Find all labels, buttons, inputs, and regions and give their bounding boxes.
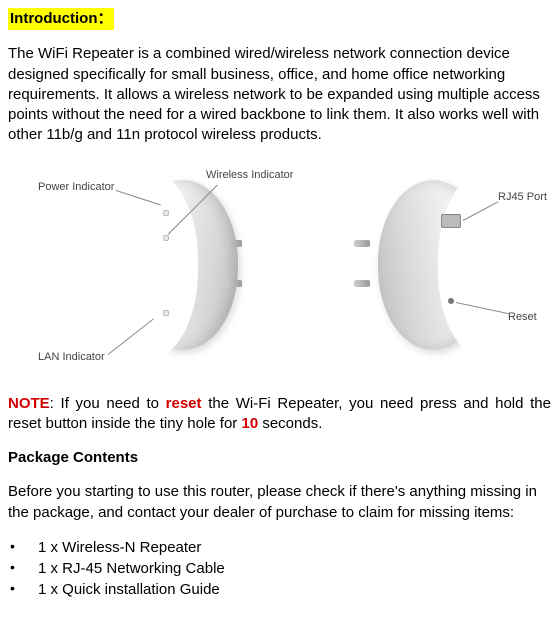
note-reset-word: reset <box>166 395 202 412</box>
device-body <box>378 180 488 350</box>
intro-paragraph: The WiFi Repeater is a combined wired/wi… <box>8 44 551 145</box>
wireless-led <box>163 235 169 241</box>
label-rj45: RJ45 Port <box>498 190 547 205</box>
plug-prong <box>226 240 242 247</box>
device-back <box>358 180 488 350</box>
device-diagram: Power Indicator Wireless Indicator LAN I… <box>8 160 551 380</box>
label-power: Power Indicator <box>38 180 114 195</box>
intro-heading: Introduction： <box>8 8 114 30</box>
lan-led <box>163 310 169 316</box>
package-intro: Before you starting to use this router, … <box>8 482 551 523</box>
power-led <box>163 210 169 216</box>
reset-hole <box>448 298 454 304</box>
device-front <box>108 180 238 350</box>
list-item: 1 x RJ-45 Networking Cable <box>8 558 551 579</box>
note-seconds: 10 <box>241 415 258 432</box>
list-item: 1 x Quick installation Guide <box>8 579 551 600</box>
plug-prong <box>226 280 242 287</box>
package-list: 1 x Wireless-N Repeater 1 x RJ-45 Networ… <box>8 537 551 600</box>
note-paragraph: NOTE: If you need to reset the Wi-Fi Rep… <box>8 394 551 435</box>
rj45-port <box>441 214 461 228</box>
label-lan: LAN Indicator <box>38 350 105 365</box>
note-prefix: NOTE <box>8 395 50 412</box>
package-heading: Package Contents <box>8 448 551 468</box>
label-wireless: Wireless Indicator <box>206 168 293 183</box>
plug-prong <box>354 280 370 287</box>
plug-prong <box>354 240 370 247</box>
list-item: 1 x Wireless-N Repeater <box>8 537 551 558</box>
label-reset: Reset <box>508 310 537 325</box>
